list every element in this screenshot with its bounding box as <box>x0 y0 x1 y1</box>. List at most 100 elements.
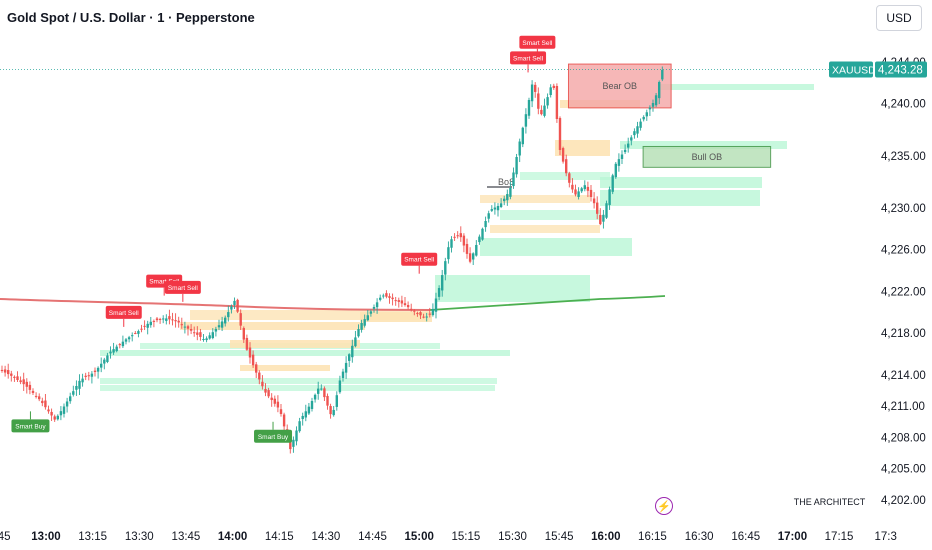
candle-body <box>351 345 354 358</box>
candle-body <box>282 414 286 427</box>
watermark: THE ARCHITECT <box>792 494 867 510</box>
candle-body <box>121 341 125 347</box>
candle-body <box>295 430 298 442</box>
candle-body <box>558 118 562 150</box>
candle-body <box>174 320 177 322</box>
candle-body <box>658 82 661 99</box>
candle-body <box>608 189 611 205</box>
time-label: 17:3 <box>875 531 897 543</box>
candle-body <box>565 159 568 174</box>
candle-body <box>196 332 199 335</box>
candle-body <box>65 401 69 407</box>
bull-ob-box <box>642 145 772 168</box>
candle-body <box>248 347 252 358</box>
candle-body <box>596 202 599 214</box>
signal-label: Smart Buy <box>258 434 289 441</box>
candle-body <box>568 173 571 183</box>
time-label: 16:45 <box>731 531 760 543</box>
bolt-icon[interactable]: ⚡ <box>655 497 673 515</box>
time-label: 16:15 <box>638 531 667 543</box>
candle-body <box>19 380 22 383</box>
candle-body <box>481 228 484 240</box>
candle-body <box>360 323 363 330</box>
candle-body <box>149 321 152 326</box>
price-label: 4,208.00 <box>881 432 926 444</box>
candle-body <box>193 332 196 334</box>
candle-body <box>468 253 472 262</box>
currency-button[interactable]: USD <box>876 5 922 31</box>
candle-body <box>329 406 332 415</box>
zone-box <box>500 210 600 220</box>
candle-body <box>527 100 531 116</box>
candle-body <box>50 411 53 416</box>
candle-body <box>623 149 627 153</box>
candle-body <box>459 233 462 238</box>
candle-body <box>53 416 56 420</box>
time-label: 15:45 <box>545 531 574 543</box>
candle-body <box>152 320 156 322</box>
candle-body <box>592 198 596 204</box>
candle-body <box>363 319 366 326</box>
candle-body <box>214 328 218 332</box>
candle-body <box>382 295 385 297</box>
candle-body <box>72 391 75 395</box>
candle-body <box>413 310 416 312</box>
candle-body <box>540 109 543 115</box>
candle-body <box>391 297 394 300</box>
candle-body <box>155 318 159 321</box>
zone-box <box>190 310 430 320</box>
candle-body <box>388 296 391 298</box>
candle-body <box>530 84 534 102</box>
bos-label: BoS <box>498 177 515 187</box>
candle-body <box>506 194 509 201</box>
candle-body <box>441 275 444 291</box>
symbol-title: Gold Spot / U.S. Dollar · 1 · Pepperston… <box>7 10 255 25</box>
candle-body <box>273 398 276 404</box>
moving-average-green <box>429 295 666 311</box>
candle-body <box>134 333 137 335</box>
candle-body <box>227 312 230 318</box>
signal-label: Smart Sell <box>513 55 544 62</box>
smart-sell-tag <box>105 305 142 319</box>
candle-body <box>251 354 255 366</box>
candle-body <box>524 114 528 127</box>
bear-ob-box <box>567 63 672 109</box>
candle-body <box>245 337 249 350</box>
candle-body <box>158 318 162 320</box>
candle-body <box>586 186 590 191</box>
candle-body <box>406 304 410 308</box>
candle-body <box>496 206 500 211</box>
smart-buy-tag <box>11 419 50 433</box>
zone-box <box>480 238 632 256</box>
smart-sell-tag <box>401 252 438 266</box>
last-price-text: 4,243.28 <box>878 65 923 77</box>
candle-body <box>62 406 66 414</box>
candle-body <box>220 321 224 328</box>
smart-sell-tag <box>519 35 556 49</box>
candle-body <box>211 332 214 339</box>
zone-box <box>600 190 760 206</box>
candle-body <box>0 369 4 371</box>
candle-body <box>620 154 624 159</box>
candle-body <box>202 339 205 340</box>
zone-box <box>240 365 330 371</box>
candle-body <box>475 244 478 256</box>
candle-body <box>633 131 636 136</box>
price-label: 4,226.00 <box>881 245 926 257</box>
candle-body <box>379 297 382 300</box>
candle-body <box>354 337 357 347</box>
candle-body <box>627 143 630 148</box>
candle-body <box>397 300 400 302</box>
candle-body <box>264 388 267 393</box>
candle-body <box>31 390 35 393</box>
candle-body <box>90 373 94 377</box>
time-label: 15:00 <box>404 531 433 543</box>
candle-body <box>636 126 639 134</box>
candle-body <box>602 214 605 222</box>
candle-body <box>493 207 497 210</box>
candle-body <box>171 319 174 321</box>
candle-body <box>605 203 608 218</box>
price-scale-bg[interactable] <box>870 0 932 550</box>
